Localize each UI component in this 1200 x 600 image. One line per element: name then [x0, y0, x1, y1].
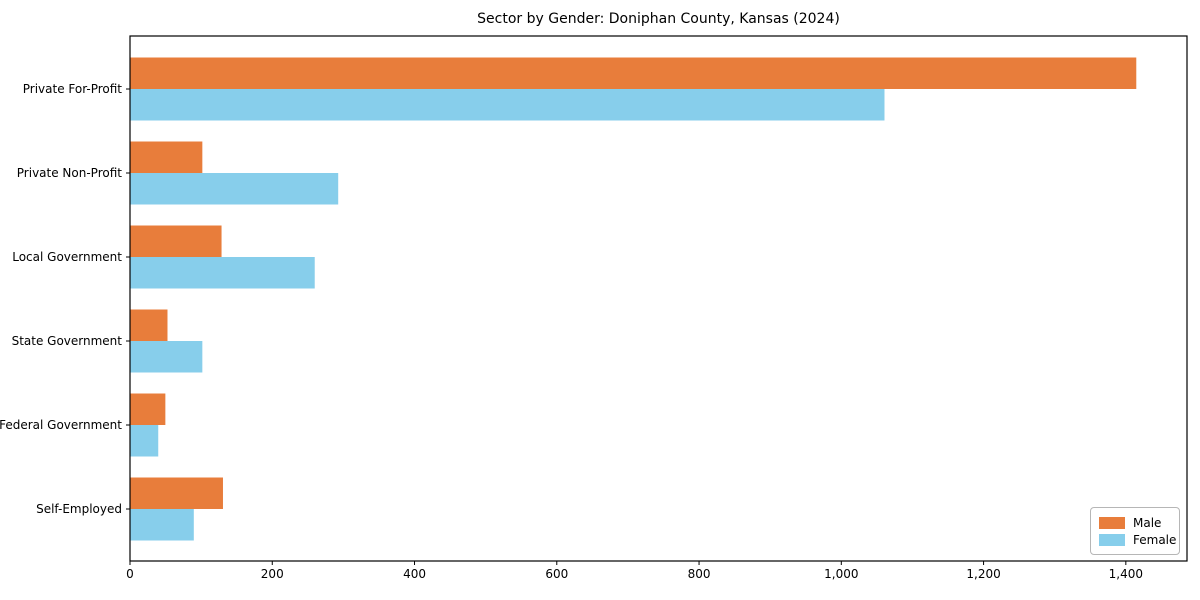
bar-male-state-government — [130, 309, 168, 341]
x-tick-label-0: 0 — [126, 567, 134, 581]
bar-male-federal-government — [130, 393, 166, 425]
legend-swatch-female-icon — [1099, 533, 1125, 546]
axes-frame — [129, 35, 1188, 562]
y-tick-label-local-government: Local Government — [12, 250, 122, 264]
bar-female-state-government — [130, 341, 203, 373]
y-tick-label-private-non-profit: Private Non-Profit — [17, 166, 123, 180]
bar-female-federal-government — [130, 425, 159, 457]
bar-female-private-non-profit — [130, 173, 339, 205]
x-tick-label-1200: 1,200 — [966, 567, 1000, 581]
x-tick-label-200: 200 — [261, 567, 284, 581]
x-tick-label-400: 400 — [403, 567, 426, 581]
x-tick-label-800: 800 — [688, 567, 711, 581]
bar-female-local-government — [130, 257, 315, 289]
y-tick-label-private-for-profit: Private For-Profit — [23, 82, 123, 96]
y-tick-label-state-government: State Government — [12, 334, 123, 348]
bar-female-self-employed — [130, 509, 194, 541]
bar-male-self-employed — [130, 477, 223, 509]
legend-swatch-male-icon — [1099, 516, 1125, 529]
x-tick-label-1000: 1,000 — [824, 567, 858, 581]
y-tick-label-self-employed: Self-Employed — [36, 502, 122, 516]
legend-entry-female: Female — [1099, 531, 1176, 548]
bar-male-private-non-profit — [130, 141, 203, 173]
bar-male-local-government — [130, 225, 222, 257]
legend-label-male: Male — [1133, 515, 1162, 530]
legend: Male Female — [1090, 507, 1180, 555]
chart-title: Sector by Gender: Doniphan County, Kansa… — [477, 11, 840, 27]
x-tick-label-600: 600 — [545, 567, 568, 581]
x-tick-label-1400: 1,400 — [1109, 567, 1143, 581]
bar-female-private-for-profit — [130, 89, 885, 121]
y-tick-label-federal-government: Federal Government — [0, 418, 122, 432]
bar-male-private-for-profit — [130, 57, 1137, 89]
legend-entry-male: Male — [1099, 514, 1171, 531]
legend-label-female: Female — [1133, 532, 1177, 547]
